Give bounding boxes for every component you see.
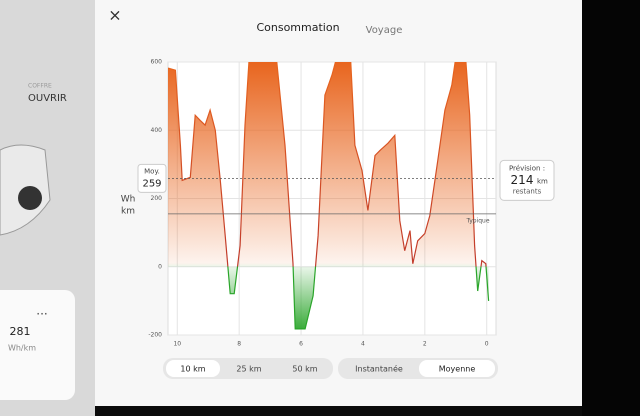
close-button[interactable]: × (108, 6, 121, 25)
average-box (137, 163, 167, 193)
consumption-line (168, 62, 490, 330)
y-tick-label: -200 (148, 332, 162, 339)
average-label: Moy. (144, 167, 160, 175)
distance-button[interactable]: 50 km (292, 365, 317, 374)
bezel (582, 0, 640, 416)
x-tick-label: 4 (361, 341, 365, 348)
y-unit: km (121, 207, 135, 217)
forecast-unit: km (537, 177, 548, 185)
trunk-action[interactable]: OUVRIR (28, 93, 67, 104)
x-tick-label: 2 (423, 341, 427, 348)
y-tick-label: 600 (151, 59, 163, 66)
y-tick-label: 400 (151, 127, 163, 134)
forecast-value: 214 (511, 173, 534, 187)
x-tick-label: 10 (173, 341, 181, 348)
plot (168, 62, 490, 330)
x-tick-label: 0 (485, 341, 489, 348)
distance-button[interactable]: 25 km (236, 365, 261, 374)
energy-card (0, 290, 75, 400)
x-tick-label: 6 (299, 341, 303, 348)
forecast-box (499, 159, 555, 201)
car-wheel (18, 186, 42, 210)
y-unit: Wh (121, 195, 136, 205)
x-tick-label: 8 (237, 341, 241, 348)
tab-consumption[interactable]: Consommation (256, 21, 339, 34)
mode-button[interactable]: Moyenne (439, 365, 476, 374)
y-tick-label: 0 (158, 263, 162, 270)
trunk-caption: COFFRE (28, 83, 52, 90)
menu-dots[interactable]: ... (36, 304, 47, 318)
distance-selected (166, 360, 220, 377)
mode-selected (419, 360, 495, 377)
y-tick-label: 200 (151, 195, 163, 202)
mode-button[interactable]: Instantanée (355, 364, 403, 374)
card-value: 281 (10, 325, 31, 338)
average-value: 259 (142, 178, 161, 189)
typical-label: Typique (465, 217, 489, 224)
forecast-label: Prévision : (509, 164, 545, 172)
tab-trip[interactable]: Voyage (366, 25, 403, 36)
distance-button[interactable]: 10 km (180, 365, 205, 374)
forecast-caption: restants (513, 187, 542, 195)
card-unit: Wh/km (8, 344, 36, 353)
area-fill (168, 62, 489, 329)
